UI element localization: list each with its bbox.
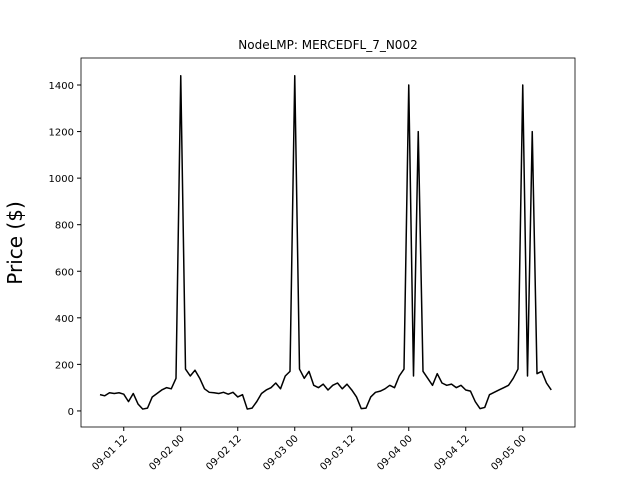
x-tick-label: 09-03 00 bbox=[261, 433, 301, 473]
chart-title: NodeLMP: MERCEDFL_7_N002 bbox=[238, 38, 417, 52]
x-tick-label: 09-04 00 bbox=[375, 433, 415, 473]
line bbox=[99, 74, 552, 410]
y-axis-label: Price ($) bbox=[3, 201, 27, 284]
x-tick-label: 09-01 12 bbox=[90, 433, 130, 473]
x-tick-label: 09-02 12 bbox=[204, 433, 244, 473]
y-tick-label: 800 bbox=[55, 221, 74, 232]
y-tick-label: 200 bbox=[55, 360, 74, 371]
y-tick-label: 1000 bbox=[49, 174, 74, 185]
x-tick-label: 09-02 00 bbox=[147, 433, 187, 473]
x-tick-label: 09-03 12 bbox=[318, 433, 358, 473]
y-tick-label: 1400 bbox=[49, 81, 74, 92]
plot-frame bbox=[80, 57, 576, 428]
y-tick-label: 400 bbox=[55, 314, 74, 325]
x-tick-label: 09-04 12 bbox=[432, 433, 472, 473]
x-tick-label: 09-05 00 bbox=[489, 433, 529, 473]
y-tick-label: 1200 bbox=[49, 128, 74, 139]
y-tick-label: 0 bbox=[68, 407, 74, 418]
y-tick-label: 600 bbox=[55, 267, 74, 278]
